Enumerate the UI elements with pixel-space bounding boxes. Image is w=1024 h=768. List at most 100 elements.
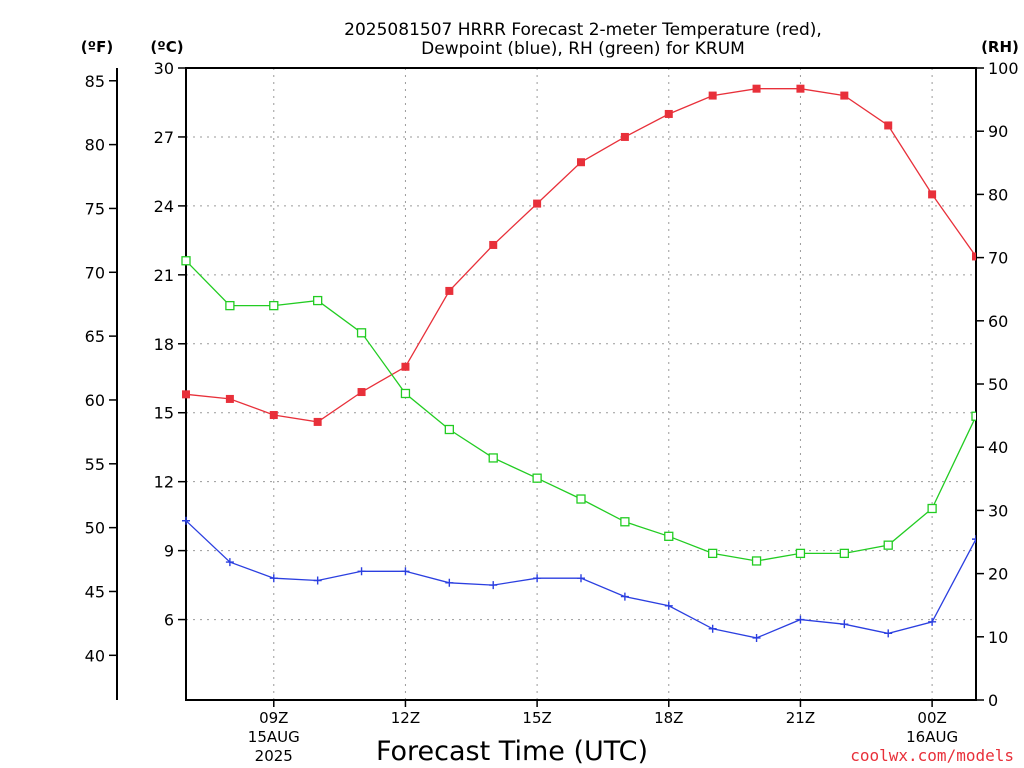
rh-axis-tick-label: 60 bbox=[988, 312, 1008, 331]
rh-point bbox=[883, 540, 893, 550]
dewpoint-point bbox=[401, 567, 410, 576]
dewpoint-point bbox=[664, 601, 673, 610]
right-axis-label: (RH) bbox=[981, 38, 1019, 56]
dewpoint-point bbox=[884, 629, 893, 638]
series-layer bbox=[181, 84, 976, 642]
c-axis-tick-label: 15 bbox=[154, 404, 174, 423]
f-axis-tick-label: 65 bbox=[85, 327, 105, 346]
dewpoint-point bbox=[489, 581, 498, 590]
dewpoint-point bbox=[313, 576, 322, 585]
c-axis-tick-label: 24 bbox=[154, 197, 174, 216]
rh-point bbox=[795, 548, 806, 559]
temperature-point bbox=[445, 286, 454, 295]
left-axis-f-label: (ºF) bbox=[81, 38, 113, 56]
dewpoint-point bbox=[533, 574, 542, 583]
f-axis-tick-label: 80 bbox=[85, 136, 105, 155]
f-axis-tick-label: 55 bbox=[85, 455, 105, 474]
rh-point bbox=[532, 473, 542, 483]
f-axis-tick-label: 75 bbox=[85, 199, 105, 218]
temperature-point bbox=[664, 109, 673, 118]
rh-point bbox=[576, 494, 586, 504]
rh-point bbox=[664, 531, 674, 541]
rh-point bbox=[927, 503, 937, 514]
dewpoint-point bbox=[840, 620, 849, 629]
x-axis-label: Forecast Time (UTC) bbox=[376, 736, 648, 767]
rh-point bbox=[444, 424, 454, 435]
temperature-point bbox=[752, 84, 761, 93]
c-axis-tick-label: 6 bbox=[164, 611, 174, 630]
c-axis-tick-label: 12 bbox=[154, 473, 174, 492]
dewpoint-point bbox=[708, 624, 717, 633]
axes: 6 9 12 15 18 21 24 27 30 40 45 50 55 60 65 70 75 80 85 0 10 2… bbox=[85, 59, 1019, 765]
temperature-point bbox=[357, 388, 366, 397]
dewpoint-point bbox=[445, 578, 454, 587]
series-dewpoint bbox=[182, 516, 976, 642]
rh-point bbox=[708, 548, 718, 559]
c-axis-tick-label: 27 bbox=[154, 128, 174, 147]
temperature-line bbox=[185, 88, 976, 423]
c-axis-tick-label: 30 bbox=[154, 59, 174, 78]
watermark: coolwx.com/models bbox=[850, 746, 1014, 765]
temperature-point bbox=[269, 411, 278, 420]
dewpoint-point bbox=[796, 615, 805, 624]
series-rh bbox=[181, 256, 976, 566]
rh-point bbox=[356, 328, 367, 338]
x-axis-tick-label: 09Z bbox=[259, 709, 288, 727]
rh-point bbox=[971, 411, 976, 421]
rh-line bbox=[185, 260, 976, 562]
rh-point bbox=[620, 517, 630, 527]
rh-point bbox=[488, 453, 498, 463]
chart-title-line-2: Dewpoint (blue), RH (green) for KRUM bbox=[421, 39, 745, 59]
temperature-point bbox=[928, 190, 937, 199]
rh-point bbox=[313, 295, 323, 306]
dewpoint-point bbox=[972, 535, 976, 544]
rh-axis-tick-label: 80 bbox=[988, 185, 1008, 204]
temperature-point bbox=[577, 158, 585, 167]
x-axis-tick-label: 18Z bbox=[654, 709, 683, 727]
x-axis-tick-label: 21Z bbox=[786, 709, 815, 727]
x-axis-tick-label: 12Z bbox=[391, 709, 420, 727]
rh-point bbox=[225, 300, 235, 311]
temperature-point bbox=[313, 417, 322, 426]
dewpoint-point bbox=[182, 516, 190, 525]
rh-point bbox=[181, 256, 191, 266]
dewpoint-point bbox=[577, 574, 585, 583]
rh-point bbox=[269, 300, 279, 311]
rh-axis-tick-label: 70 bbox=[988, 249, 1008, 268]
c-axis-tick-label: 18 bbox=[154, 335, 174, 354]
temperature-point bbox=[884, 121, 893, 130]
dewpoint-point bbox=[225, 558, 234, 567]
f-axis-tick-label: 45 bbox=[85, 582, 105, 601]
rh-axis-tick-label: 10 bbox=[988, 628, 1008, 647]
rh-axis-tick-label: 0 bbox=[988, 691, 998, 710]
left-axis-c-label: (ºC) bbox=[150, 38, 183, 56]
f-axis-tick-label: 50 bbox=[85, 519, 105, 538]
rh-axis-tick-label: 30 bbox=[988, 501, 1008, 520]
rh-point bbox=[751, 556, 762, 566]
f-axis-tick-label: 85 bbox=[85, 72, 105, 91]
dewpoint-point bbox=[269, 574, 278, 583]
temperature-point bbox=[489, 240, 498, 249]
chart-title-line-1: 2025081507 HRRR Forecast 2-meter Tempera… bbox=[344, 20, 822, 40]
dewpoint-point bbox=[620, 592, 629, 601]
temperature-point bbox=[796, 84, 805, 93]
rh-axis-tick-label: 90 bbox=[988, 122, 1008, 141]
x-axis-tick-label: 00Z bbox=[917, 709, 946, 727]
x-axis-year-label: 2025 bbox=[255, 747, 293, 765]
f-axis-tick-label: 60 bbox=[85, 391, 105, 410]
dewpoint-point bbox=[357, 567, 366, 576]
c-axis-tick-label: 9 bbox=[164, 542, 174, 561]
x-axis-tick-label: 15Z bbox=[522, 709, 551, 727]
c-axis-tick-label: 21 bbox=[154, 266, 174, 285]
dewpoint-point bbox=[928, 617, 937, 626]
dewpoint-point bbox=[752, 633, 761, 642]
temperature-point bbox=[708, 91, 717, 100]
x-axis-date-label: 15AUG bbox=[248, 728, 300, 746]
rh-point bbox=[839, 548, 849, 559]
series-temperature bbox=[182, 84, 976, 426]
temperature-point bbox=[620, 132, 629, 141]
f-axis-tick-label: 70 bbox=[85, 263, 105, 282]
rh-axis-tick-label: 100 bbox=[988, 59, 1019, 78]
temperature-point bbox=[972, 252, 976, 261]
